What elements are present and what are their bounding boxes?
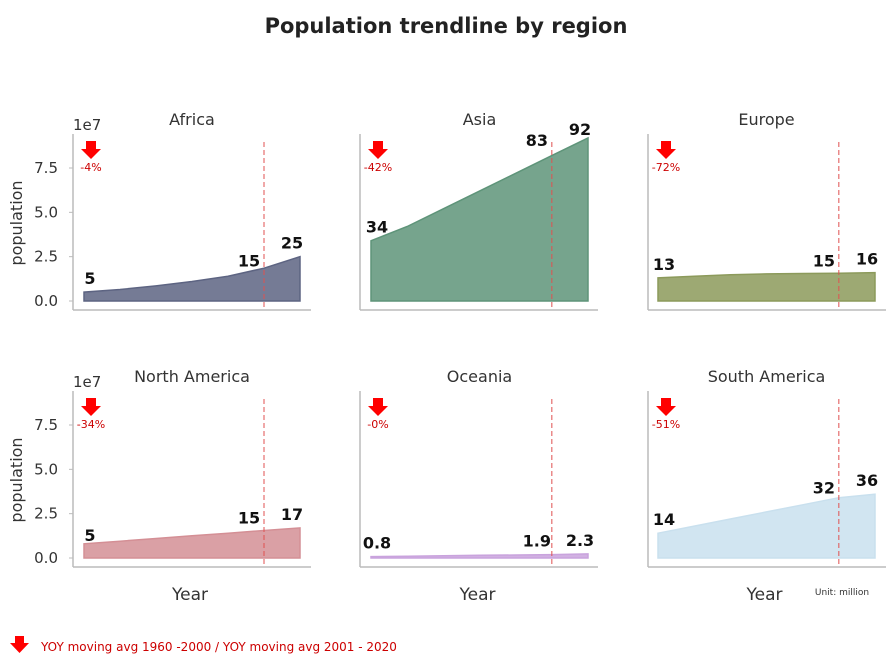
down-arrow-icon <box>656 141 676 159</box>
data-label: 0.8 <box>363 534 391 553</box>
offset-label: 1e7 <box>73 116 101 134</box>
x-axis-title: Year <box>171 585 208 605</box>
change-label: -0% <box>367 418 388 431</box>
data-label: 92 <box>569 120 591 139</box>
change-label: -34% <box>77 418 105 431</box>
y-tick-label: 0.0 <box>34 549 58 567</box>
data-label: 15 <box>238 508 260 527</box>
data-label: 16 <box>856 250 878 269</box>
down-arrow-icon <box>10 636 29 653</box>
chart-title: Population trendline by region <box>265 14 628 38</box>
data-label: 15 <box>813 251 835 270</box>
down-arrow-icon <box>81 398 101 416</box>
y-axis-title: population <box>7 180 26 265</box>
area-series <box>370 136 589 302</box>
data-label: 25 <box>281 234 303 253</box>
panel-asia: Asia -42% 34 83 92 <box>359 110 598 311</box>
unit-note: Unit: million <box>815 588 869 598</box>
x-axis-title: Year <box>459 585 496 605</box>
y-tick-label: 5.0 <box>34 460 58 478</box>
area-series <box>370 553 589 559</box>
area-series <box>657 493 876 559</box>
panel-oceania: Oceania Year -0% 0.8 1.9 2.3 <box>359 367 598 605</box>
down-arrow-icon <box>368 398 388 416</box>
y-tick-label: 7.5 <box>34 416 58 434</box>
panel-africa: Africa 0.0 2.5 5.0 7.5 1e7 population -4% 5 15 25 <box>7 110 311 311</box>
area-series <box>83 527 301 559</box>
y-tick-label: 7.5 <box>34 159 58 177</box>
data-label: 32 <box>813 478 835 497</box>
y-axis-title: population <box>7 437 26 522</box>
offset-label: 1e7 <box>73 373 101 391</box>
y-tick-label: 2.5 <box>34 505 58 523</box>
x-axis-title: Year <box>746 585 783 605</box>
y-tick-label: 2.5 <box>34 248 58 266</box>
panel-south-america: South America Year -51% 14 32 36 <box>647 367 886 605</box>
panel-title: Africa <box>169 110 215 129</box>
data-label: 15 <box>238 251 260 270</box>
change-label: -4% <box>80 161 101 174</box>
data-label: 5 <box>84 526 95 545</box>
legend-text: YOY moving avg 1960 -2000 / YOY moving a… <box>40 640 397 654</box>
panel-europe: Europe -72% 13 15 16 <box>647 110 886 311</box>
legend: YOY moving avg 1960 -2000 / YOY moving a… <box>10 636 397 654</box>
area-series <box>657 271 876 302</box>
data-label: 2.3 <box>566 531 594 550</box>
y-tick-label: 0.0 <box>34 292 58 310</box>
data-label: 1.9 <box>523 532 551 551</box>
panel-title: North America <box>134 367 250 386</box>
data-label: 14 <box>653 510 675 529</box>
down-arrow-icon <box>656 398 676 416</box>
data-label: 36 <box>856 471 878 490</box>
data-label: 34 <box>366 218 388 237</box>
data-label: 5 <box>84 269 95 288</box>
change-label: -72% <box>652 161 680 174</box>
panels-grid: Africa0.02.55.07.51e7population-4%51525A… <box>7 110 886 605</box>
change-label: -42% <box>364 161 392 174</box>
panel-title: Europe <box>738 110 794 129</box>
down-arrow-icon <box>81 141 101 159</box>
panel-title: South America <box>708 367 826 386</box>
panel-north-america: North America 0.0 2.5 5.0 7.5 1e7 population Ye… <box>7 367 311 605</box>
area-series <box>83 255 301 302</box>
panel-title: Asia <box>463 110 497 129</box>
change-label: -51% <box>652 418 680 431</box>
data-label: 17 <box>281 505 303 524</box>
y-tick-label: 5.0 <box>34 203 58 221</box>
panel-title: Oceania <box>447 367 512 386</box>
down-arrow-icon <box>368 141 388 159</box>
data-label: 83 <box>526 131 548 150</box>
data-label: 13 <box>653 255 675 274</box>
